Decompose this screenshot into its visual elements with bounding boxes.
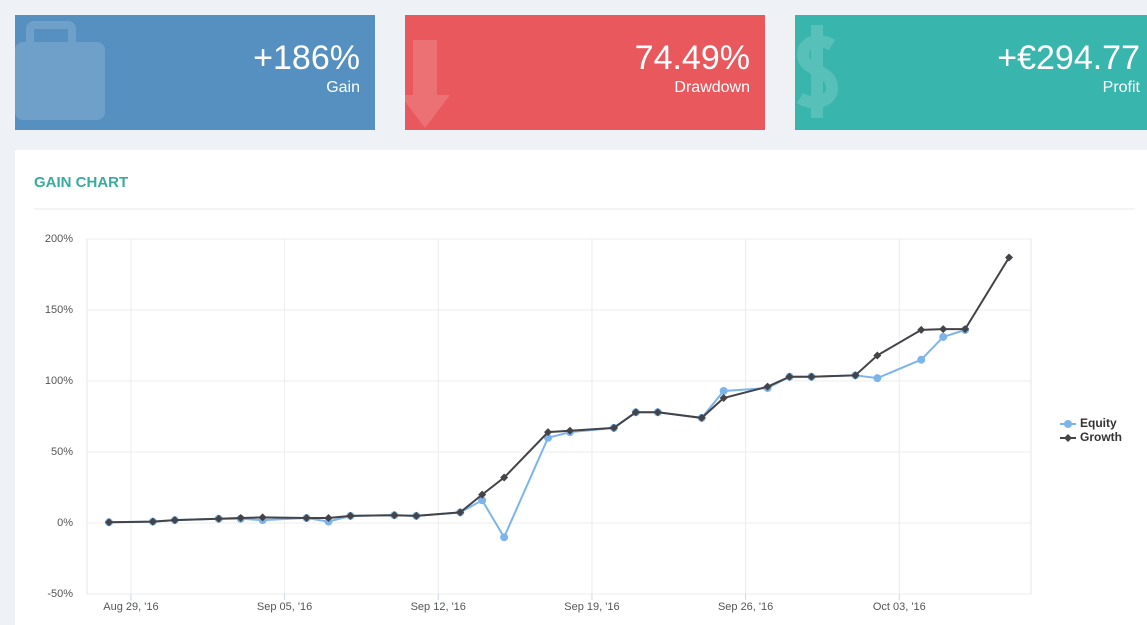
data-point [939, 332, 948, 341]
card-value: +€294.77 [997, 39, 1140, 77]
data-point [917, 355, 926, 364]
data-point [807, 372, 816, 381]
data-point [1005, 253, 1014, 262]
data-point [609, 423, 618, 432]
x-tick-label: Oct 03, '16 [873, 601, 926, 613]
card-label: Gain [326, 79, 360, 96]
data-point [258, 513, 267, 522]
x-tick-label: Sep 26, '16 [718, 601, 773, 613]
data-point [478, 490, 487, 499]
data-point [324, 514, 333, 523]
data-point [961, 325, 970, 334]
card-label: Profit [1103, 79, 1141, 96]
data-point [214, 514, 223, 523]
data-point [544, 428, 553, 437]
data-point [851, 371, 860, 380]
data-point [170, 516, 179, 525]
data-point [873, 374, 882, 383]
legend-label: Growth [1080, 430, 1122, 444]
x-tick-label: Aug 29, '16 [103, 601, 158, 613]
data-point [500, 473, 509, 482]
data-point [390, 511, 399, 520]
data-point [939, 325, 948, 334]
y-tick-label: 200% [45, 233, 73, 245]
y-tick-label: -50% [47, 588, 73, 600]
card-label: Drawdown [674, 79, 750, 96]
data-point [697, 413, 706, 422]
data-point [346, 511, 355, 520]
data-point [653, 408, 662, 417]
data-point [104, 518, 113, 527]
data-point [785, 372, 794, 381]
y-tick-label: 50% [51, 446, 73, 458]
data-point [565, 426, 574, 435]
data-point [631, 408, 640, 417]
x-tick-label: Sep 19, '16 [564, 601, 619, 613]
data-point [236, 514, 245, 523]
data-point [873, 351, 882, 360]
x-tick-label: Sep 12, '16 [411, 601, 466, 613]
briefcase-icon [15, 21, 105, 120]
x-tick-label: Sep 05, '16 [257, 601, 312, 613]
dollar-icon [796, 25, 839, 118]
y-tick-label: 0% [57, 517, 73, 529]
data-point [719, 386, 728, 395]
arrow-down-icon [400, 40, 450, 128]
data-point [148, 517, 157, 526]
legend-symbol [1064, 420, 1072, 428]
data-point [456, 508, 465, 517]
data-point [763, 382, 772, 391]
data-point [917, 325, 926, 334]
card-value: 74.49% [635, 39, 750, 77]
chart-title: GAIN CHART [34, 174, 128, 191]
y-tick-label: 150% [45, 304, 73, 316]
profit-card [795, 15, 1147, 130]
drawdown-card [405, 15, 765, 130]
y-tick-label: 100% [45, 375, 73, 387]
data-point [302, 514, 311, 523]
data-point [544, 433, 553, 442]
gain-card [15, 15, 375, 130]
chart-panel [15, 150, 1147, 625]
data-point [719, 394, 728, 403]
legend-symbol [1064, 434, 1072, 442]
data-point [412, 511, 421, 520]
data-point [500, 533, 509, 542]
legend-label: Equity [1080, 416, 1117, 430]
data-point [478, 496, 487, 505]
card-value: +186% [253, 39, 360, 77]
